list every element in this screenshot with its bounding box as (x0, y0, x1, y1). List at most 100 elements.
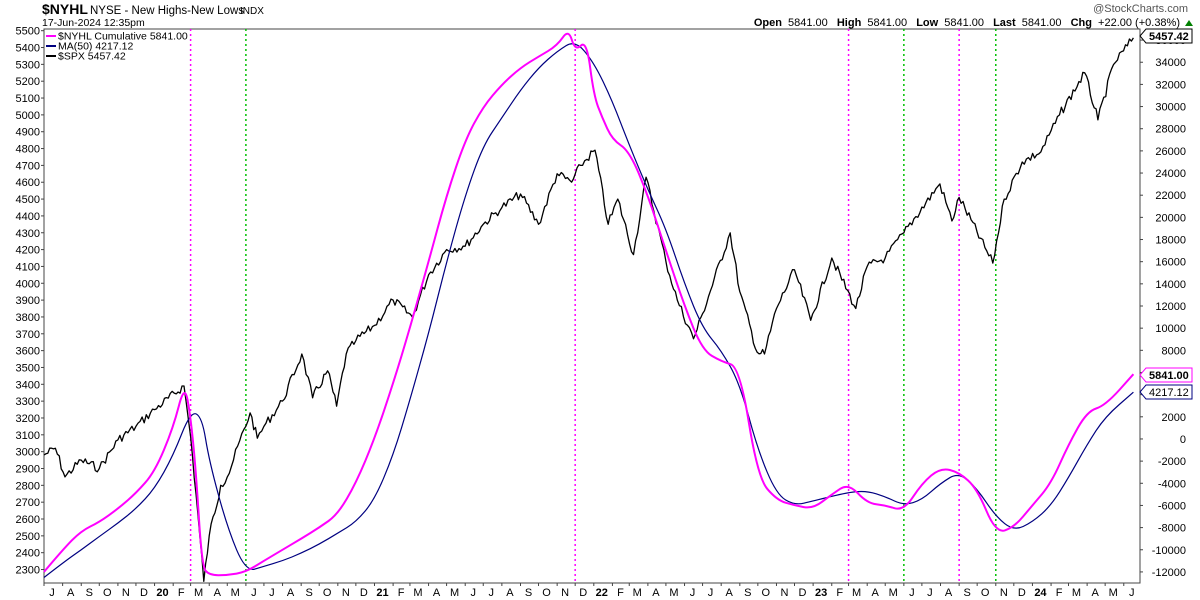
right-tick-label-13: 10000 (1155, 323, 1186, 335)
series-line-spx (43, 37, 1134, 582)
x-tick-label-50: S (963, 587, 970, 599)
x-tick-label-10: M (231, 587, 240, 599)
left-tick-label-12: 4300 (16, 228, 40, 240)
x-tick-label-26: S (525, 587, 532, 599)
x-tick-label-9: A (214, 587, 222, 599)
plot-frame (43, 28, 1141, 584)
x-tick-label-46: M (889, 587, 898, 599)
x-tick-label-22: M (450, 587, 459, 599)
x-tick-label-39: O (762, 587, 771, 599)
x-tick-label-55: F (1056, 587, 1063, 599)
right-tick-label-4: 28000 (1155, 124, 1186, 136)
x-tick-label-15: O (323, 587, 332, 599)
x-tick-label-21: A (433, 587, 441, 599)
x-tick-label-29: D (579, 587, 587, 599)
right-tick-label-23: -10000 (1152, 545, 1186, 557)
x-tick-label-49: A (945, 587, 953, 599)
series-line-ma-50 (43, 43, 1134, 578)
left-tick-label-26: 2900 (16, 463, 40, 475)
x-tick-label-6: 20 (156, 587, 168, 599)
low-label: Low (916, 17, 938, 29)
right-tick-label-5: 26000 (1155, 146, 1186, 158)
left-tick-label-2: 5300 (16, 59, 40, 71)
right-tick-label-18: 0 (1180, 434, 1186, 446)
left-tick-label-25: 3000 (16, 447, 40, 459)
right-tick-label-3: 30000 (1155, 102, 1186, 114)
x-tick-label-38: S (744, 587, 751, 599)
left-tick-label-15: 4000 (16, 278, 40, 290)
last-value: 5841.00 (1022, 17, 1062, 29)
x-tick-label-28: N (561, 587, 569, 599)
left-tick-label-14: 4100 (16, 261, 40, 273)
x-tick-label-0: J (49, 587, 55, 599)
right-tick-label-9: 18000 (1155, 235, 1186, 247)
left-tick-label-28: 2700 (16, 497, 40, 509)
legend-label-ma: MA(50) 4217.12 (58, 41, 133, 53)
series-line-nyhl-cumulative (43, 32, 1135, 577)
x-tick-label-4: N (122, 587, 130, 599)
x-tick-label-20: M (413, 587, 422, 599)
chg-value: +22.00 (+0.38%) (1098, 17, 1180, 29)
x-tick-label-25: A (506, 587, 514, 599)
right-tick-label-19: -2000 (1158, 456, 1186, 468)
left-tick-label-8: 4700 (16, 160, 40, 172)
left-tick-label-16: 3900 (16, 295, 40, 307)
right-tick-label-7: 22000 (1155, 190, 1186, 202)
x-tick-label-31: F (617, 587, 624, 599)
left-tick-label-22: 3300 (16, 396, 40, 408)
x-tick-label-44: M (852, 587, 861, 599)
left-tick-label-13: 4200 (16, 245, 40, 257)
right-tick-label-2: 32000 (1155, 79, 1186, 91)
x-tick-label-30: 22 (596, 587, 608, 599)
legend-label-nyhl: $NYHL Cumulative 5841.00 (58, 31, 188, 43)
left-tick-label-4: 5100 (16, 93, 40, 105)
x-tick-label-14: S (306, 587, 313, 599)
x-axis: J A S O N D 20 F M A M J J A S O N D 21 F M A M J J A S O N D 22 F M A M J J… (43, 583, 1135, 599)
left-tick-label-6: 4900 (16, 127, 40, 139)
x-tick-label-33: A (652, 587, 660, 599)
legend: $NYHL Cumulative 5841.00 MA(50) 4217.12 … (46, 31, 188, 63)
left-tick-label-5: 5000 (16, 110, 40, 122)
x-tick-label-43: F (836, 587, 843, 599)
x-tick-label-16: N (342, 587, 350, 599)
left-tick-label-20: 3500 (16, 362, 40, 374)
x-tick-label-52: N (1000, 587, 1008, 599)
left-tick-label-18: 3700 (16, 329, 40, 341)
left-tick-label-23: 3200 (16, 413, 40, 425)
event-lines (189, 29, 997, 583)
open-label: Open (754, 17, 782, 29)
x-tick-label-56: M (1072, 587, 1081, 599)
badge-nyhl: 5841.00 (1139, 367, 1193, 383)
left-tick-label-0: 5500 (16, 26, 40, 38)
x-tick-label-23: J (470, 587, 476, 599)
left-tick-label-21: 3400 (16, 379, 40, 391)
last-label: Last (993, 17, 1016, 29)
x-tick-label-59: J (1129, 587, 1135, 599)
chart-description: NYSE - New Highs-New Lows (90, 5, 244, 17)
right-tick-label-24: -12000 (1152, 567, 1186, 579)
x-tick-label-37: A (726, 587, 734, 599)
x-tick-label-54: 24 (1034, 587, 1047, 599)
x-tick-label-17: D (360, 587, 368, 599)
x-tick-label-32: M (633, 587, 642, 599)
left-tick-label-32: 2300 (16, 565, 40, 577)
left-tick-label-3: 5200 (16, 76, 40, 88)
x-tick-label-42: 23 (815, 587, 827, 599)
x-tick-label-2: S (86, 587, 93, 599)
x-tick-label-12: J (269, 587, 275, 599)
chg-label: Chg (1071, 17, 1092, 29)
left-tick-label-27: 2800 (16, 480, 40, 492)
badge-ma: 4217.12 (1139, 384, 1193, 400)
ohlc-row: Open 5841.00 High 5841.00 Low 5841.00 La… (754, 17, 1180, 29)
left-tick-label-17: 3800 (16, 312, 40, 324)
left-tick-label-7: 4800 (16, 144, 40, 156)
x-tick-label-40: N (780, 587, 788, 599)
left-axis: 5500 5400 5300 5200 5100 5000 4900 4800 4700 4600… (16, 26, 44, 577)
chart-exchange: INDX (240, 6, 264, 17)
watermark: @StockCharts.com (1093, 3, 1188, 15)
right-tick-label-21: -6000 (1158, 500, 1186, 512)
right-tick-label-8: 20000 (1155, 212, 1186, 224)
badge-ma-value: 4217.12 (1149, 387, 1189, 399)
left-tick-label-9: 4600 (16, 177, 40, 189)
